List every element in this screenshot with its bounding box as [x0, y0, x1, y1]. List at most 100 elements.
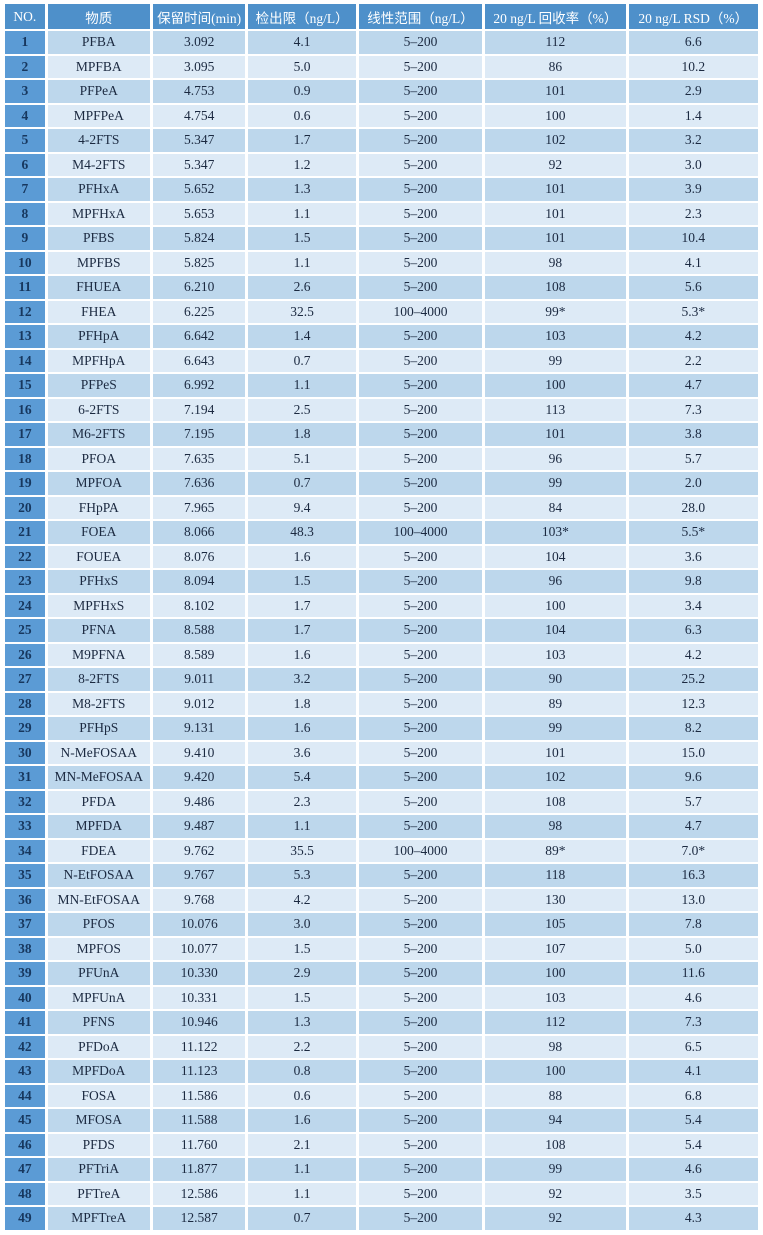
substance-cell: PFTriA: [47, 1158, 150, 1181]
retention-time-cell: 10.330: [152, 962, 246, 985]
retention-time-cell: 6.643: [152, 349, 246, 372]
row-number-cell: 8: [5, 202, 45, 225]
rsd-cell: 4.3: [628, 1207, 758, 1230]
rsd-cell: 7.8: [628, 913, 758, 936]
detection-limit-cell: 1.7: [248, 129, 356, 152]
retention-time-cell: 5.347: [152, 129, 246, 152]
row-number-cell: 20: [5, 496, 45, 519]
detection-limit-cell: 3.2: [248, 668, 356, 691]
linear-range-cell: 5–200: [358, 202, 483, 225]
recovery-cell: 100: [485, 1060, 626, 1083]
substance-cell: FOUEA: [47, 545, 150, 568]
linear-range-cell: 5–200: [358, 986, 483, 1009]
rsd-cell: 3.8: [628, 423, 758, 446]
retention-time-cell: 11.760: [152, 1133, 246, 1156]
retention-time-cell: 5.347: [152, 153, 246, 176]
substance-cell: PFDoA: [47, 1035, 150, 1058]
detection-limit-cell: 0.6: [248, 1084, 356, 1107]
recovery-cell: 99*: [485, 300, 626, 323]
table-row: 38 MPFOS 10.077 1.5 5–200 107 5.0: [5, 937, 758, 960]
linear-range-cell: 5–200: [358, 643, 483, 666]
table-row: 16 6-2FTS 7.194 2.5 5–200 113 7.3: [5, 398, 758, 421]
rsd-cell: 2.9: [628, 80, 758, 103]
detection-limit-cell: 1.7: [248, 619, 356, 642]
substance-cell: M9PFNA: [47, 643, 150, 666]
retention-time-cell: 11.122: [152, 1035, 246, 1058]
row-number-cell: 27: [5, 668, 45, 691]
detection-limit-cell: 0.8: [248, 1060, 356, 1083]
table-row: 48 PFTreA 12.586 1.1 5–200 92 3.5: [5, 1182, 758, 1205]
retention-time-cell: 6.992: [152, 374, 246, 397]
row-number-cell: 38: [5, 937, 45, 960]
table-row: 39 PFUnA 10.330 2.9 5–200 100 11.6: [5, 962, 758, 985]
rsd-cell: 7.3: [628, 1011, 758, 1034]
detection-limit-cell: 5.3: [248, 864, 356, 887]
retention-time-cell: 11.123: [152, 1060, 246, 1083]
retention-time-cell: 4.754: [152, 104, 246, 127]
rsd-cell: 25.2: [628, 668, 758, 691]
retention-time-cell: 4.753: [152, 80, 246, 103]
retention-time-cell: 9.012: [152, 692, 246, 715]
header-rsd: 20 ng/L RSD（%）: [628, 4, 758, 29]
recovery-cell: 104: [485, 619, 626, 642]
table-row: 45 MFOSA 11.588 1.6 5–200 94 5.4: [5, 1109, 758, 1132]
retention-time-cell: 7.195: [152, 423, 246, 446]
linear-range-cell: 5–200: [358, 1084, 483, 1107]
table-row: 25 PFNA 8.588 1.7 5–200 104 6.3: [5, 619, 758, 642]
recovery-cell: 88: [485, 1084, 626, 1107]
table-row: 44 FOSA 11.586 0.6 5–200 88 6.8: [5, 1084, 758, 1107]
linear-range-cell: 5–200: [358, 423, 483, 446]
substance-cell: M8-2FTS: [47, 692, 150, 715]
table-row: 29 PFHpS 9.131 1.6 5–200 99 8.2: [5, 717, 758, 740]
table-row: 42 PFDoA 11.122 2.2 5–200 98 6.5: [5, 1035, 758, 1058]
row-number-cell: 39: [5, 962, 45, 985]
detection-limit-cell: 1.1: [248, 202, 356, 225]
retention-time-cell: 8.066: [152, 521, 246, 544]
recovery-cell: 99: [485, 1158, 626, 1181]
row-number-cell: 32: [5, 790, 45, 813]
row-number-cell: 6: [5, 153, 45, 176]
row-number-cell: 17: [5, 423, 45, 446]
linear-range-cell: 5–200: [358, 790, 483, 813]
row-number-cell: 12: [5, 300, 45, 323]
table-row: 24 MPFHxS 8.102 1.7 5–200 100 3.4: [5, 594, 758, 617]
rsd-cell: 4.7: [628, 374, 758, 397]
row-number-cell: 5: [5, 129, 45, 152]
row-number-cell: 2: [5, 55, 45, 78]
row-number-cell: 16: [5, 398, 45, 421]
table-row: 14 MPFHpA 6.643 0.7 5–200 99 2.2: [5, 349, 758, 372]
recovery-cell: 107: [485, 937, 626, 960]
substance-cell: PFPeA: [47, 80, 150, 103]
table-row: 20 FHpPA 7.965 9.4 5–200 84 28.0: [5, 496, 758, 519]
row-number-cell: 13: [5, 325, 45, 348]
substance-cell: 6-2FTS: [47, 398, 150, 421]
rsd-cell: 4.1: [628, 1060, 758, 1083]
rsd-cell: 7.3: [628, 398, 758, 421]
linear-range-cell: 5–200: [358, 496, 483, 519]
detection-limit-cell: 2.3: [248, 790, 356, 813]
table-row: 10 MPFBS 5.825 1.1 5–200 98 4.1: [5, 251, 758, 274]
detection-limit-cell: 1.5: [248, 570, 356, 593]
rsd-cell: 5.6: [628, 276, 758, 299]
recovery-cell: 101: [485, 423, 626, 446]
row-number-cell: 25: [5, 619, 45, 642]
detection-limit-cell: 4.2: [248, 888, 356, 911]
recovery-cell: 104: [485, 545, 626, 568]
linear-range-cell: 100–4000: [358, 300, 483, 323]
header-linear-range: 线性范围（ng/L）: [358, 4, 483, 29]
linear-range-cell: 5–200: [358, 717, 483, 740]
recovery-cell: 103: [485, 325, 626, 348]
retention-time-cell: 9.131: [152, 717, 246, 740]
rsd-cell: 4.1: [628, 251, 758, 274]
recovery-cell: 108: [485, 276, 626, 299]
row-number-cell: 44: [5, 1084, 45, 1107]
row-number-cell: 43: [5, 1060, 45, 1083]
retention-time-cell: 8.076: [152, 545, 246, 568]
detection-limit-cell: 3.0: [248, 913, 356, 936]
recovery-cell: 92: [485, 1207, 626, 1230]
recovery-cell: 118: [485, 864, 626, 887]
row-number-cell: 35: [5, 864, 45, 887]
recovery-cell: 102: [485, 129, 626, 152]
recovery-cell: 98: [485, 815, 626, 838]
linear-range-cell: 5–200: [358, 325, 483, 348]
